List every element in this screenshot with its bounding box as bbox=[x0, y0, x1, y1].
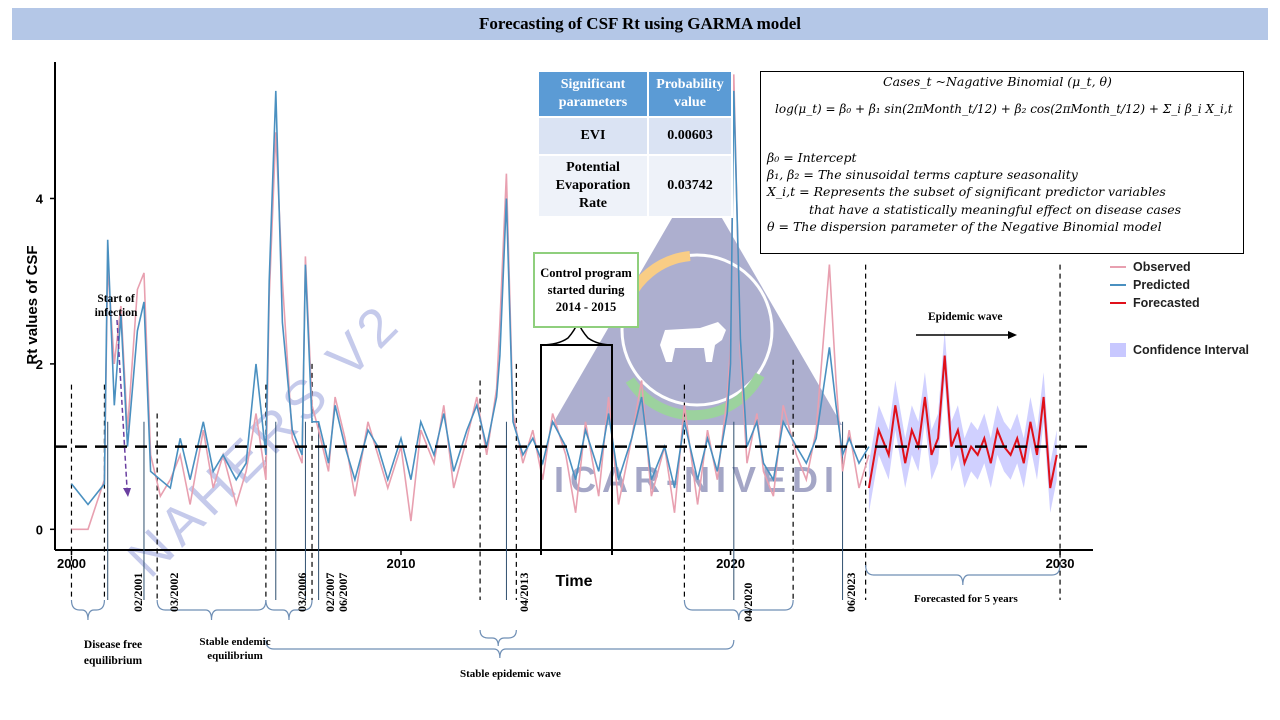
series-forecasted-line bbox=[867, 355, 1058, 489]
legend-label: Confidence Interval bbox=[1133, 343, 1249, 357]
period-braces bbox=[70, 564, 1061, 659]
logo-arc-green bbox=[625, 372, 765, 421]
date-label: 04/2020 bbox=[741, 582, 755, 622]
y-ticks: 0 2 4 bbox=[36, 191, 55, 537]
series-predicted-line bbox=[70, 90, 870, 506]
legend-item-observed: Observed bbox=[1110, 260, 1191, 274]
start-infection-arrow bbox=[116, 319, 128, 489]
legend-swatch-ci bbox=[1110, 343, 1126, 357]
table-cell-pvalue: 0.00603 bbox=[647, 116, 733, 156]
brace bbox=[265, 639, 735, 659]
legend-label: Forecasted bbox=[1133, 296, 1200, 310]
y-axis-label: Rt values of CSF bbox=[24, 245, 41, 364]
table-header-param: Significant parameters bbox=[537, 70, 649, 118]
legend-label: Observed bbox=[1133, 260, 1191, 274]
date-label: 02/2001 bbox=[131, 572, 145, 612]
epidemic-wave-label: Epidemic wave bbox=[928, 311, 1003, 323]
date-label: 06/2007 bbox=[336, 572, 350, 612]
brace bbox=[479, 629, 517, 647]
disease-free-text: Disease free equilibrium bbox=[83, 639, 143, 667]
date-label: 03/2006 bbox=[295, 572, 309, 612]
formula-def-dispersion: θ = The dispersion parameter of the Nega… bbox=[767, 219, 1162, 234]
formula-def-intercept: β₀ = Intercept bbox=[767, 150, 857, 165]
control-program-bracket bbox=[540, 344, 613, 555]
legend-item-forecasted: Forecasted bbox=[1110, 296, 1200, 310]
start-infection-text: Start of infection bbox=[94, 293, 138, 319]
formula-def-sinusoidal: β₁, β₂ = The sinusoidal terms capture se… bbox=[767, 167, 1078, 182]
legend-swatch-forecasted bbox=[1110, 302, 1126, 304]
legend-label: Predicted bbox=[1133, 278, 1190, 292]
forecast-5y-label: Forecasted for 5 years bbox=[914, 593, 1018, 605]
period-markers bbox=[70, 264, 1061, 600]
brace bbox=[865, 564, 1061, 586]
x-axis-label: Time bbox=[555, 573, 592, 590]
legend-swatch-predicted bbox=[1110, 284, 1126, 286]
formula-def-predictors-cont: that have a statistically meaningful eff… bbox=[809, 202, 1182, 217]
brace bbox=[265, 599, 313, 621]
brace bbox=[70, 599, 106, 621]
control-program-text: Control program started during 2014 - 20… bbox=[540, 265, 632, 314]
arrowhead-icon bbox=[1008, 331, 1017, 339]
table-cell-param: Potential Evaporation Rate bbox=[537, 154, 649, 218]
formula-distribution: Cases_t ~Nagative Binomial (μ_t, θ) bbox=[883, 74, 1112, 89]
confidence-band bbox=[868, 330, 1057, 513]
x-tick-label: 2020 bbox=[716, 556, 745, 571]
table-cell-pvalue: 0.03742 bbox=[647, 154, 733, 218]
y-tick-label: 0 bbox=[36, 522, 43, 537]
chart-title: Forecasting of CSF Rt using GARMA model bbox=[478, 14, 802, 33]
brace bbox=[683, 599, 794, 621]
date-label: 06/2023 bbox=[844, 572, 858, 612]
arrowhead-icon bbox=[123, 488, 131, 497]
model-formula-box: Cases_t ~Nagative Binomial (μ_t, θ) log(… bbox=[760, 71, 1244, 254]
x-tick-label: 2010 bbox=[387, 556, 416, 571]
disease-free-label: Disease free equilibrium bbox=[75, 637, 151, 669]
stable-endemic-label: Stable endemic equilibrium bbox=[192, 635, 278, 663]
legend-item-ci: Confidence Interval bbox=[1110, 343, 1249, 357]
x-tick-label: 2000 bbox=[57, 556, 86, 571]
significance-table: Significant parameters Probability value… bbox=[537, 70, 733, 218]
stable-epidemic-label: Stable epidemic wave bbox=[460, 668, 561, 680]
date-label: 04/2013 bbox=[517, 572, 531, 612]
date-label: 03/2002 bbox=[167, 572, 181, 612]
y-tick-label: 4 bbox=[36, 191, 44, 206]
logo-cow-icon bbox=[660, 322, 726, 362]
legend-swatch-observed bbox=[1110, 266, 1126, 268]
formula-link: log(μ_t) = β₀ + β₁ sin(2πMonth_t/12) + β… bbox=[775, 102, 1233, 116]
stable-endemic-text: Stable endemic equilibrium bbox=[199, 636, 271, 662]
control-program-note: Control program started during 2014 - 20… bbox=[533, 252, 639, 328]
y-tick-label: 2 bbox=[36, 357, 43, 372]
table-cell-param: EVI bbox=[537, 116, 649, 156]
logo-triangle bbox=[552, 175, 842, 425]
brace bbox=[156, 599, 267, 621]
chart-title-bar: Forecasting of CSF Rt using GARMA model bbox=[12, 8, 1268, 40]
table-header-pvalue: Probability value bbox=[647, 70, 733, 118]
legend-item-predicted: Predicted bbox=[1110, 278, 1190, 292]
logo-ring bbox=[620, 253, 774, 407]
formula-def-predictors: X_i,t = Represents the subset of signifi… bbox=[767, 184, 1166, 199]
start-infection-label: Start of infection bbox=[90, 292, 142, 320]
x-ticks: 2000 2010 2020 2030 bbox=[57, 550, 1075, 571]
